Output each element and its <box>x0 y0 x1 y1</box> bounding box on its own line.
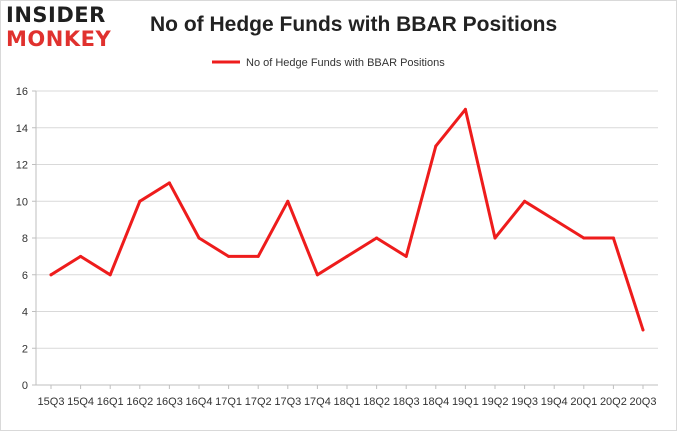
data-point <box>108 273 112 277</box>
data-point <box>611 236 615 240</box>
y-tick-label: 10 <box>16 196 28 208</box>
x-tick-label: 20Q2 <box>600 396 627 408</box>
x-tick-label: 18Q1 <box>334 396 361 408</box>
data-point <box>79 254 83 258</box>
data-point <box>138 199 142 203</box>
data-point <box>493 236 497 240</box>
x-tick-label: 20Q1 <box>570 396 597 408</box>
x-tick-label: 19Q4 <box>541 396 568 408</box>
legend: No of Hedge Funds with BBAR Positions <box>212 57 445 69</box>
x-tick-label: 15Q3 <box>38 396 65 408</box>
data-point <box>315 273 319 277</box>
x-tick-label: 17Q2 <box>245 396 272 408</box>
logo-line-1: INSIDER <box>6 3 106 27</box>
data-point <box>345 254 349 258</box>
axes <box>35 91 658 386</box>
x-tick-label: 19Q1 <box>452 396 479 408</box>
y-tick-label: 16 <box>16 86 28 98</box>
x-tick-label: 16Q4 <box>186 396 213 408</box>
x-tick-label: 18Q2 <box>363 396 390 408</box>
data-point <box>641 328 645 332</box>
y-axis-ticks: 0 2 4 6 8 10 12 14 16 <box>16 86 36 392</box>
legend-label: No of Hedge Funds with BBAR Positions <box>246 57 445 69</box>
logo-line-2: MONKEY <box>6 27 112 51</box>
gridlines <box>36 90 658 349</box>
y-tick-label: 12 <box>16 160 28 172</box>
x-tick-label: 20Q3 <box>630 396 657 408</box>
y-tick-label: 8 <box>22 233 28 245</box>
data-point <box>375 236 379 240</box>
data-point <box>404 254 408 258</box>
x-tick-label: 16Q1 <box>97 396 124 408</box>
x-tick-label: 17Q4 <box>304 396 331 408</box>
data-point <box>523 199 527 203</box>
x-tick-label: 19Q2 <box>482 396 509 408</box>
data-point <box>197 236 201 240</box>
data-point <box>256 254 260 258</box>
data-point <box>552 218 556 222</box>
data-point <box>227 254 231 258</box>
x-tick-label: 15Q4 <box>67 396 94 408</box>
series-lines <box>49 107 645 332</box>
x-axis-ticks: 15Q3 15Q4 16Q1 16Q2 16Q3 16Q4 17Q1 17Q2 17Q3 17Q4… <box>38 385 657 408</box>
x-tick-label: 18Q3 <box>393 396 420 408</box>
x-tick-label: 16Q3 <box>156 396 183 408</box>
data-point <box>49 273 53 277</box>
y-tick-label: 6 <box>22 270 28 282</box>
data-point <box>463 107 467 111</box>
insider-monkey-logo: INSIDER MONKEY <box>6 4 126 54</box>
x-tick-label: 18Q4 <box>422 396 449 408</box>
x-tick-label: 17Q3 <box>274 396 301 408</box>
x-tick-label: 16Q2 <box>126 396 153 408</box>
y-tick-label: 14 <box>16 123 28 135</box>
y-tick-label: 0 <box>22 380 28 392</box>
y-tick-label: 2 <box>22 343 28 355</box>
data-point <box>167 181 171 185</box>
x-tick-label: 19Q3 <box>511 396 538 408</box>
data-point <box>286 199 290 203</box>
chart-title: No of Hedge Funds with BBAR Positions <box>150 13 558 36</box>
x-tick-label: 17Q1 <box>215 396 242 408</box>
data-point <box>582 236 586 240</box>
y-tick-label: 4 <box>22 307 28 319</box>
data-point <box>434 144 438 148</box>
